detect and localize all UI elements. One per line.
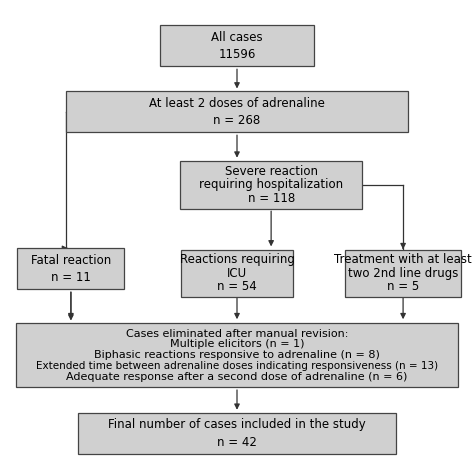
Text: Fatal reaction: Fatal reaction	[31, 254, 111, 267]
FancyBboxPatch shape	[18, 248, 124, 289]
Text: requiring hospitalization: requiring hospitalization	[199, 178, 343, 191]
Text: Extended time between adrenaline doses indicating responsiveness (n = 13): Extended time between adrenaline doses i…	[36, 361, 438, 371]
FancyBboxPatch shape	[66, 91, 408, 132]
FancyBboxPatch shape	[181, 249, 293, 297]
FancyBboxPatch shape	[16, 323, 458, 387]
Text: ICU: ICU	[227, 267, 247, 280]
Text: Cases eliminated after manual revision:: Cases eliminated after manual revision:	[126, 328, 348, 338]
Text: n = 42: n = 42	[217, 436, 257, 449]
Text: two 2nd line drugs: two 2nd line drugs	[348, 267, 458, 280]
Text: Adequate response after a second dose of adrenaline (n = 6): Adequate response after a second dose of…	[66, 372, 408, 382]
Text: Biphasic reactions responsive to adrenaline (n = 8): Biphasic reactions responsive to adrenal…	[94, 350, 380, 360]
Text: Severe reaction: Severe reaction	[225, 164, 318, 178]
Text: Final number of cases included in the study: Final number of cases included in the st…	[108, 419, 366, 431]
FancyBboxPatch shape	[160, 26, 314, 66]
Text: n = 54: n = 54	[217, 281, 257, 293]
Text: All cases: All cases	[211, 31, 263, 44]
Text: n = 118: n = 118	[247, 191, 295, 205]
Text: Reactions requiring: Reactions requiring	[180, 254, 294, 266]
Text: n = 268: n = 268	[213, 114, 261, 127]
FancyBboxPatch shape	[180, 161, 362, 209]
Text: n = 5: n = 5	[387, 281, 419, 293]
FancyBboxPatch shape	[345, 249, 461, 297]
Text: 11596: 11596	[219, 48, 255, 61]
Text: Multiple elicitors (n = 1): Multiple elicitors (n = 1)	[170, 339, 304, 349]
Text: At least 2 doses of adrenaline: At least 2 doses of adrenaline	[149, 97, 325, 109]
Text: n = 11: n = 11	[51, 271, 91, 284]
FancyBboxPatch shape	[78, 413, 396, 454]
Text: Treatment with at least: Treatment with at least	[334, 254, 472, 266]
